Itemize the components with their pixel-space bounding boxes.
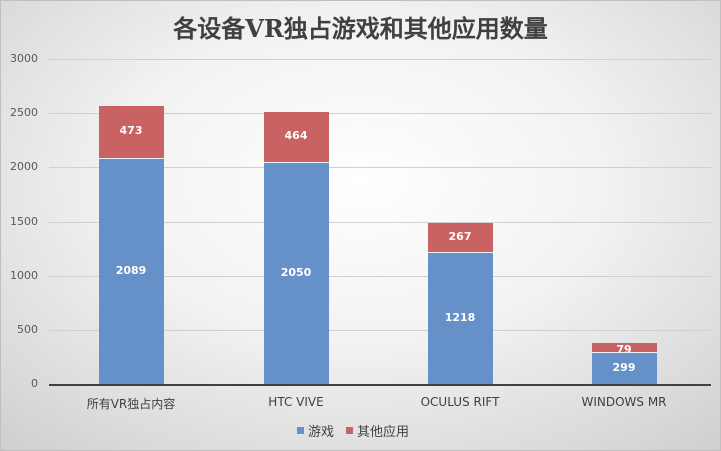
bar-stack: 267 1218	[427, 223, 493, 385]
legend: 游戏 其他应用	[297, 419, 409, 441]
legend-swatch-games	[297, 426, 304, 434]
bar-segment-games: 2089	[98, 157, 164, 385]
bar-segment-other-apps: 79	[591, 343, 657, 356]
legend-label-other-apps: 其他应用	[357, 424, 410, 440]
y-tick-label: 1000	[10, 268, 38, 282]
bar-stack: 79 299	[591, 343, 657, 385]
bar-segment-other-apps: 267	[427, 223, 493, 253]
bar-segment-other-apps: 464	[263, 111, 329, 162]
y-tick-label: 500	[17, 322, 38, 336]
bar-stack: 473 2089	[98, 106, 164, 385]
bar-stack: 464 2050	[263, 111, 329, 385]
data-label: 473	[119, 124, 143, 138]
bar-segment-games: 2050	[263, 161, 329, 385]
gridline	[49, 275, 711, 277]
y-tick-label: 1500	[10, 214, 38, 228]
bar-segment-other-apps: 473	[98, 106, 164, 158]
gridline	[49, 329, 711, 331]
data-label: 267	[448, 229, 472, 243]
chart-title: 各设备VR独占游戏和其他应用数量	[173, 14, 548, 43]
y-tick-label: 2500	[10, 106, 38, 120]
y-tick-label: 3000	[10, 52, 38, 65]
gridline	[49, 59, 711, 60]
y-tick-label: 0	[31, 377, 38, 390]
x-axis-line	[49, 384, 711, 386]
x-tick-label: 所有VR独占内容	[86, 397, 176, 411]
legend-item-games: 游戏	[297, 421, 334, 440]
data-label: 464	[284, 128, 308, 142]
gridline	[49, 221, 711, 223]
gridline	[49, 113, 711, 115]
legend-item-other-apps: 其他应用	[346, 421, 409, 440]
legend-swatch-other-apps	[346, 426, 354, 434]
gridline	[49, 167, 711, 169]
data-label: 299	[612, 360, 636, 374]
x-tick-label: OCULUS RIFT	[420, 395, 500, 409]
bar-segment-games: 299	[591, 351, 657, 385]
x-tick-label: HTC VIVE	[268, 395, 324, 409]
y-tick-label: 2000	[10, 160, 38, 174]
bar-segment-games: 1218	[427, 252, 493, 385]
data-label: 1218	[444, 311, 476, 325]
x-tick-label: WINDOWS MR	[581, 395, 667, 409]
data-label: 2089	[115, 263, 147, 277]
data-label: 2050	[280, 265, 312, 279]
legend-label-games: 游戏	[308, 424, 335, 440]
